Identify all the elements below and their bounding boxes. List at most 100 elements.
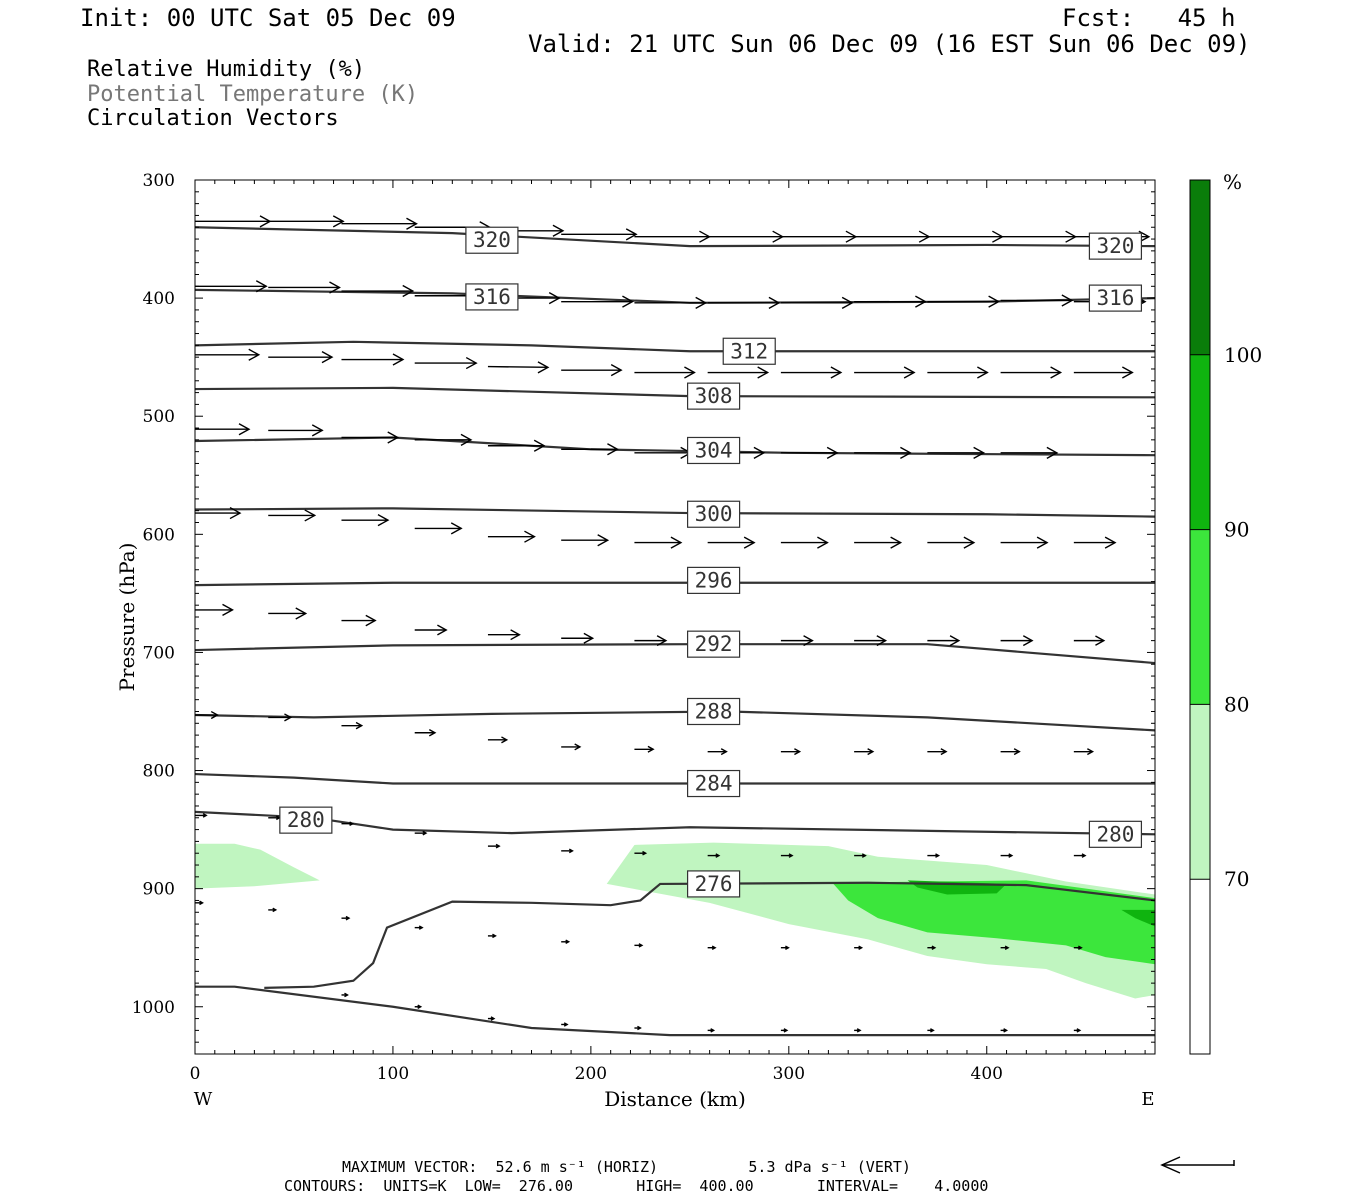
vector-head (387, 431, 400, 444)
vector-arrow (414, 356, 478, 370)
vector-arrow (414, 433, 473, 446)
vector-shaft (487, 365, 548, 369)
vector-head (753, 446, 766, 459)
vector-head (1004, 945, 1010, 950)
vector-arrow (195, 710, 219, 720)
vector-arrow (561, 364, 623, 377)
contour-label-300-0: 300 (695, 502, 733, 526)
vector-head (768, 296, 781, 309)
legend-theta: Potential Temperature (K) (87, 82, 419, 107)
vector-head (552, 224, 565, 237)
colorbar-level-label: 100 (1224, 343, 1262, 367)
vector-arrow (854, 366, 916, 379)
vector-arrow (634, 536, 683, 549)
vector-head (757, 366, 770, 379)
vector-head (1078, 945, 1083, 950)
theta-contour-320 (195, 226, 1155, 248)
vector-arrow (634, 850, 648, 856)
vector-arrow (487, 361, 550, 374)
vector-head (284, 713, 293, 722)
theta-contour-276 (264, 881, 1155, 989)
vector-head (715, 853, 721, 858)
vector-arrow (195, 280, 268, 293)
vector-head (988, 295, 1001, 308)
vector-arrow (780, 366, 843, 379)
contour-label-296-0-box (686, 566, 741, 594)
contour-label-320-1: 320 (1096, 234, 1134, 258)
vector-head (563, 1022, 569, 1027)
vector-head (565, 939, 571, 945)
x-tick-label: 200 (575, 1064, 607, 1084)
y-tick-label: 900 (143, 880, 175, 900)
vector-head (1061, 294, 1074, 307)
contour-label-316-0-box (465, 283, 519, 311)
vector-head (684, 366, 696, 379)
vector-arrow (1000, 536, 1049, 549)
contour-label-280-1: 280 (1096, 822, 1134, 846)
colorbar-level-label: 70 (1224, 867, 1249, 891)
vector-arrow (707, 748, 728, 756)
vector-arrow (561, 534, 610, 547)
vector-arrow (341, 915, 351, 921)
vector-head (428, 729, 437, 737)
vector-arrow (195, 900, 204, 906)
vector-arrow (1073, 748, 1095, 756)
vector-arrow (268, 215, 345, 228)
vector-head (610, 364, 623, 377)
vector-head (931, 945, 937, 950)
vector-arrow (634, 1025, 642, 1031)
vector-arrow (195, 813, 208, 818)
vector-arrow (707, 1028, 716, 1033)
colorbar-segment (1190, 879, 1210, 1054)
vector-head (418, 925, 424, 930)
contour-label-312-0: 312 (730, 339, 768, 363)
vector-arrow (854, 536, 903, 549)
vector-arrow (268, 509, 317, 522)
contour-label-276-0-box (686, 870, 741, 898)
contour-label-288-0-box (686, 697, 741, 726)
contour-label-308-0-box (686, 382, 741, 410)
vector-head (501, 736, 509, 744)
vector-arrow (707, 945, 717, 950)
contour-label-320-0-box (465, 226, 519, 254)
vector-head (574, 743, 582, 751)
init-time: Init: 00 UTC Sat 05 Dec 09 (80, 4, 456, 32)
vector-head (783, 1028, 789, 1033)
vector-arrow (780, 853, 794, 858)
vector-arrow (927, 635, 961, 647)
vector-head (199, 900, 204, 906)
vector-arrow (561, 939, 571, 945)
vector-arrow (927, 366, 989, 379)
vector-head (935, 853, 941, 858)
vector-arrow (561, 632, 595, 644)
x-tick-label: 0 (190, 1064, 201, 1084)
colorbar-level-label: 90 (1224, 518, 1249, 542)
vector-head (695, 296, 708, 309)
vector-arrow (927, 945, 937, 950)
y-tick-label: 700 (143, 643, 175, 663)
vector-head (861, 853, 867, 858)
vector-head (647, 745, 655, 753)
vector-arrow (341, 514, 390, 527)
vector-head (785, 945, 790, 950)
contour-label-296-0: 296 (695, 568, 733, 592)
vector-arrow (1073, 635, 1106, 646)
vector-head (437, 624, 448, 636)
vector-arrow (341, 217, 418, 230)
rh-region-80 (832, 880, 1155, 965)
vector-arrow (414, 729, 437, 737)
vector-arrow (1000, 1028, 1009, 1033)
vector-head (607, 443, 619, 456)
y-tick-label: 1000 (132, 998, 175, 1018)
vector-arrow (854, 853, 867, 858)
contour-label-320-0: 320 (473, 228, 511, 252)
vector-arrow (780, 748, 802, 756)
colorbar-segment (1190, 704, 1210, 880)
reference-vector-arrow (1160, 1156, 1235, 1174)
east-label: E (1141, 1089, 1154, 1110)
vector-head (568, 848, 574, 854)
contour-label-280-1-box (1088, 820, 1143, 848)
vector-head (638, 943, 644, 948)
vector-head (272, 907, 278, 913)
vector-arrow (1000, 366, 1063, 379)
